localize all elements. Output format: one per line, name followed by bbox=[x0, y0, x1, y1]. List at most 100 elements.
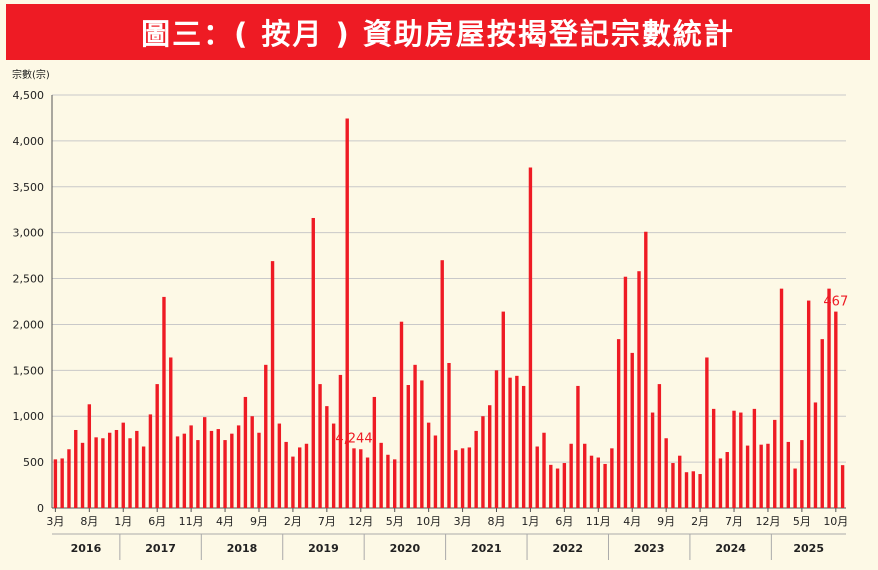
bar bbox=[718, 458, 723, 508]
x-tick-label: 2月 bbox=[691, 515, 709, 528]
bar bbox=[230, 433, 234, 508]
x-tick-label: 8月 bbox=[80, 515, 98, 528]
bar bbox=[542, 432, 546, 508]
bar bbox=[800, 440, 804, 508]
bar bbox=[74, 429, 78, 508]
bar bbox=[331, 423, 336, 508]
bar bbox=[223, 440, 227, 508]
bar bbox=[277, 423, 282, 508]
x-tick-label: 5月 bbox=[793, 515, 811, 528]
year-label: 2020 bbox=[390, 542, 421, 555]
bar bbox=[562, 463, 567, 508]
bar bbox=[53, 459, 58, 508]
bar bbox=[786, 441, 791, 508]
bar bbox=[840, 465, 845, 508]
bar bbox=[460, 448, 465, 508]
year-label: 2022 bbox=[552, 542, 583, 555]
bar bbox=[711, 408, 716, 508]
bar bbox=[203, 417, 207, 508]
bar bbox=[298, 447, 302, 508]
bar bbox=[325, 406, 329, 508]
x-tick-label: 3月 bbox=[46, 515, 64, 528]
bar bbox=[501, 311, 505, 508]
bar bbox=[684, 472, 689, 508]
bar bbox=[671, 463, 675, 508]
x-tick-label: 6月 bbox=[148, 515, 166, 528]
x-tick-label: 7月 bbox=[725, 515, 743, 528]
x-tick-label: 10月 bbox=[416, 515, 441, 528]
x-tick-label: 4月 bbox=[216, 515, 234, 528]
x-tick-label: 2月 bbox=[284, 515, 302, 528]
bar bbox=[623, 276, 628, 508]
bar bbox=[148, 414, 153, 508]
bar bbox=[555, 468, 560, 508]
bars bbox=[53, 118, 845, 509]
bar bbox=[691, 471, 695, 508]
bar bbox=[474, 430, 478, 508]
x-tick-label: 4月 bbox=[623, 515, 641, 528]
y-tick-label: 4,000 bbox=[13, 135, 45, 148]
bar bbox=[182, 433, 187, 508]
bar bbox=[820, 339, 824, 508]
x-tick-label: 5月 bbox=[386, 515, 404, 528]
y-tick-label: 3,500 bbox=[13, 181, 45, 194]
bar bbox=[616, 339, 621, 508]
y-tick-label: 4,500 bbox=[13, 89, 45, 102]
bar bbox=[549, 464, 553, 508]
bar bbox=[141, 446, 146, 508]
bar bbox=[101, 438, 105, 508]
bar bbox=[128, 438, 132, 508]
bar bbox=[827, 288, 831, 508]
bar bbox=[528, 167, 533, 508]
bar bbox=[135, 430, 139, 508]
bar bbox=[345, 118, 349, 508]
title-banner: 圖三：( 按月 ) 資助房屋按揭登記宗數統計 bbox=[6, 4, 870, 60]
bar bbox=[630, 352, 634, 508]
bar bbox=[264, 364, 268, 508]
bar bbox=[284, 441, 288, 508]
bar bbox=[94, 437, 98, 508]
bar bbox=[793, 468, 797, 508]
bar bbox=[806, 300, 811, 508]
bar bbox=[494, 370, 499, 508]
bar bbox=[508, 377, 512, 508]
bar bbox=[589, 455, 594, 508]
y-tick-label: 1,000 bbox=[13, 410, 45, 423]
data-annotation: 4,244 bbox=[335, 431, 372, 446]
bar bbox=[657, 384, 662, 508]
bar bbox=[488, 405, 492, 508]
data-annotation: 467 bbox=[823, 295, 848, 310]
x-tick-label: 3月 bbox=[454, 515, 472, 528]
x-tick-label: 1月 bbox=[114, 515, 132, 528]
bar bbox=[583, 443, 587, 508]
bar bbox=[467, 447, 472, 508]
bar bbox=[80, 442, 85, 508]
bar bbox=[216, 429, 220, 508]
x-tick-label: 7月 bbox=[318, 515, 336, 528]
bar bbox=[372, 396, 377, 508]
bar bbox=[270, 261, 275, 508]
bar bbox=[175, 436, 180, 508]
bar bbox=[67, 449, 71, 508]
bar bbox=[481, 416, 485, 508]
year-label: 2019 bbox=[308, 542, 339, 555]
bar bbox=[433, 435, 438, 508]
bar bbox=[393, 459, 397, 508]
bar bbox=[745, 445, 750, 508]
y-tick-label: 0 bbox=[37, 502, 44, 515]
bar bbox=[87, 404, 92, 508]
y-tick-label: 3,000 bbox=[13, 227, 45, 240]
bar bbox=[739, 412, 743, 508]
x-tick-label: 9月 bbox=[657, 515, 675, 528]
bar bbox=[114, 429, 119, 508]
bar bbox=[698, 474, 702, 508]
bar bbox=[311, 217, 315, 509]
chart-title: 圖三：( 按月 ) 資助房屋按揭登記宗數統計 bbox=[141, 17, 735, 51]
x-tick-label: 12月 bbox=[348, 515, 373, 528]
bar bbox=[365, 457, 370, 508]
year-label: 2021 bbox=[471, 542, 502, 555]
bar bbox=[766, 443, 770, 508]
bar bbox=[678, 455, 682, 508]
bar bbox=[155, 384, 159, 508]
